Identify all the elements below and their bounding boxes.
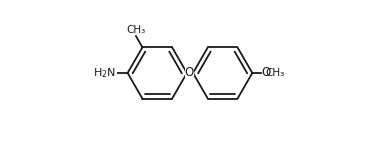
- Text: CH₃: CH₃: [266, 68, 285, 78]
- Text: CH₃: CH₃: [127, 25, 146, 35]
- Text: O: O: [185, 66, 194, 80]
- Text: O: O: [262, 66, 271, 80]
- Text: H$_2$N: H$_2$N: [93, 66, 116, 80]
